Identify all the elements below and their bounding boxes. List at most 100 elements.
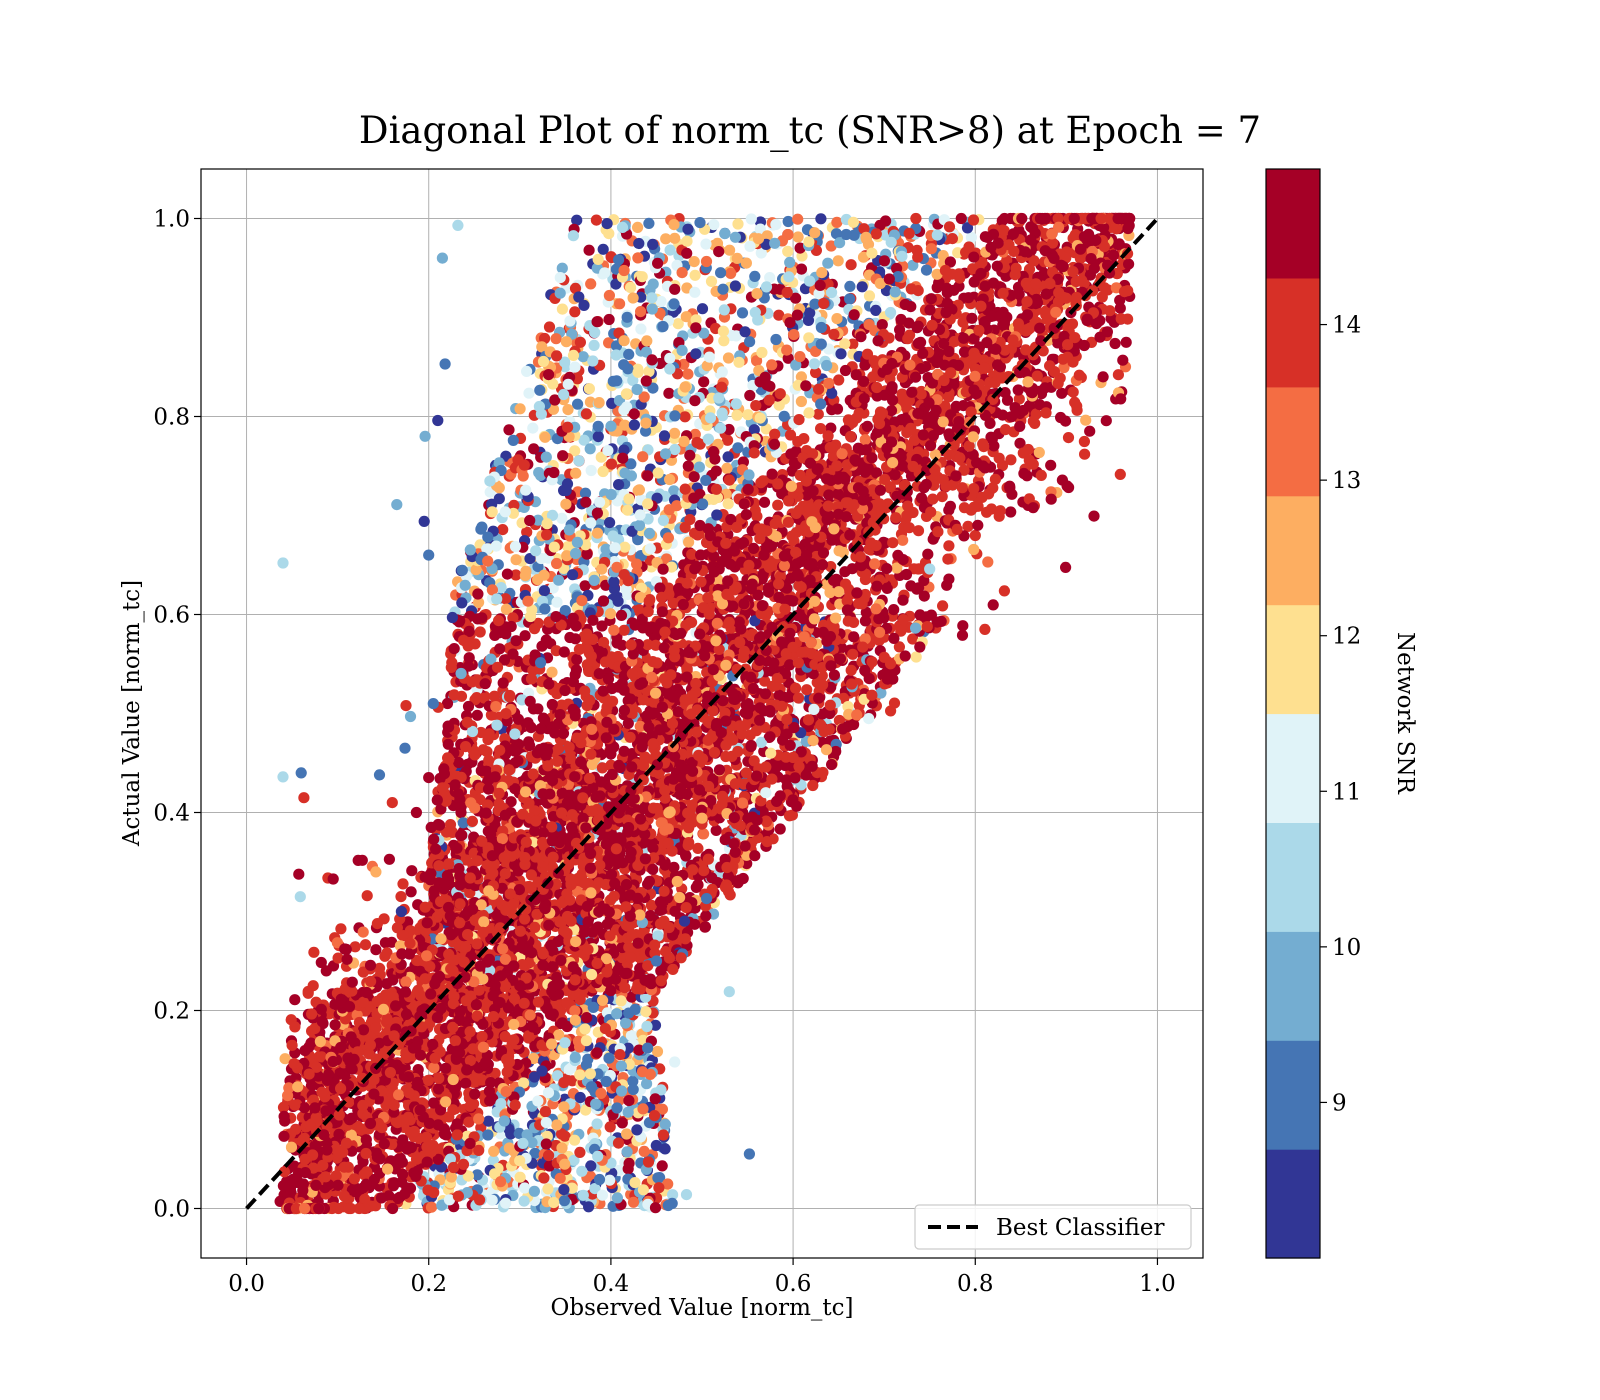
scatter-point [546,698,558,711]
scatter-point [452,1190,464,1202]
scatter-point [815,398,827,410]
scatter-point [408,1125,420,1138]
scatter-point [718,335,730,347]
scatter-point [659,1118,671,1130]
scatter-point [943,221,956,233]
scatter-point [591,1118,603,1130]
scatter-point [704,412,717,424]
scatter-point [662,532,675,544]
scatter-point [731,252,743,264]
scatter-point [814,279,826,291]
scatter-point [888,632,900,645]
scatter-point [781,286,793,299]
scatter-point [769,237,781,249]
scatter-point [536,1065,548,1077]
scatter-point [669,232,681,244]
scatter-point [593,1173,606,1186]
scatter-point [808,358,821,370]
scatter-point [612,595,624,607]
scatter-point [614,1049,626,1061]
scatter-point [844,293,856,305]
scatter-point [603,1052,615,1064]
scatter-point [910,651,922,663]
scatter-point [595,1087,607,1099]
scatter-point [590,214,603,226]
scatter-point [484,475,496,487]
scatter-point [574,1146,586,1158]
scatter-point [560,484,572,497]
scatter-point [965,231,978,244]
scatter-point [815,338,827,350]
scatter-point [539,603,551,615]
scatter-point [815,213,827,225]
scatter-point [656,1103,669,1115]
scatter-point [644,1068,656,1080]
scatter-point [716,407,728,419]
scatter-point [710,824,722,837]
scatter-point [580,1059,593,1071]
scatter-point [649,1019,662,1031]
scatter-point [475,1122,487,1134]
scatter-point [804,275,816,287]
scatter-point [656,1160,668,1172]
scatter-point [684,449,696,461]
scatter-point [527,1021,539,1033]
scatter-point [889,286,901,298]
scatter-point [751,288,763,300]
scatter-point [711,509,723,521]
scatter-point [826,286,838,299]
scatter-point [462,1170,474,1182]
scatter-point [662,1178,674,1190]
scatter-point [587,1001,599,1014]
scatter-point [530,545,542,557]
scatter-point [628,408,640,420]
scatter-point [668,298,680,310]
scatter-point [540,1138,552,1150]
scatter-point [759,371,771,383]
scatter-point [556,262,568,274]
scatter-point [680,311,692,323]
scatter-point [550,333,562,345]
scatter-point [473,1113,485,1125]
scatter-point [444,1153,456,1165]
scatter-point [471,1169,483,1181]
scatter-point [631,558,643,570]
scatter-point [634,509,646,521]
scatter-point [592,420,604,432]
scatter-point [570,467,582,479]
scatter-point [569,1134,581,1146]
scatter-point [681,235,693,247]
scatter-point [597,243,609,255]
scatter-point [678,435,690,447]
scatter-point [619,541,631,553]
scatter-point [903,227,915,239]
scatter-point [620,1017,632,1029]
scatter-point [920,264,933,276]
scatter-point [650,1139,662,1152]
scatter-point [783,810,796,822]
scatter-point [562,421,574,433]
scatter-point [572,398,584,410]
scatter-point [866,247,878,259]
scatter-point [618,264,630,277]
scatter-point [770,333,782,346]
scatter-point [722,352,735,364]
scatter-point [576,595,588,607]
scatter-point [521,365,533,377]
scatter-point [802,314,815,326]
scatter-point [716,381,728,393]
scatter-point [627,1083,639,1096]
scatter-point [590,1098,602,1110]
scatter-point [635,323,647,335]
scatter-point [844,280,856,292]
scatter-point [621,1146,633,1158]
scatter-point [599,267,611,279]
scatter-point [603,313,615,326]
scatter-point [643,217,655,229]
scatter-point [456,597,468,609]
scatter-point [722,498,734,510]
scatter-point [629,1177,641,1189]
scatter-point [632,252,644,264]
scatter-point [629,1003,641,1016]
scatter-point [554,287,566,299]
